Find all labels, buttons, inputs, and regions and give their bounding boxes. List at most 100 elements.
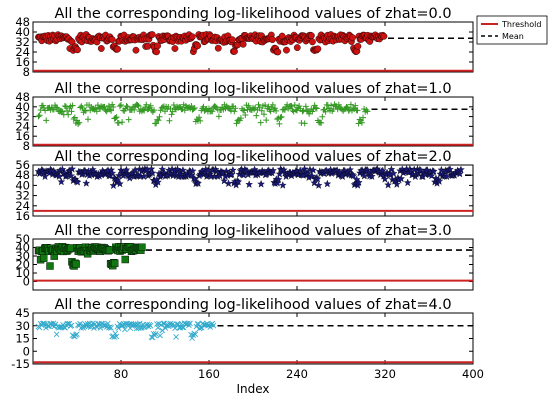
data-point (245, 180, 253, 188)
data-point (349, 34, 356, 42)
data-point (456, 169, 464, 178)
data-point (457, 165, 465, 174)
data-point (59, 108, 66, 115)
data-point (274, 175, 283, 184)
data-point (313, 105, 320, 112)
data-point (200, 103, 207, 110)
data-point (446, 165, 454, 173)
data-point (123, 103, 130, 110)
data-point (257, 119, 264, 126)
data-point (191, 104, 198, 111)
y-tick-label: 56 (15, 158, 30, 172)
data-point (267, 108, 274, 115)
y-tick-label: 30 (15, 249, 30, 263)
plot-frame (32, 164, 474, 217)
y-tick-label: 24 (15, 45, 30, 59)
data-point (53, 331, 60, 338)
data-point (269, 101, 276, 108)
y-tick-label: 20 (15, 258, 30, 272)
data-point (363, 106, 370, 113)
data-point (147, 323, 154, 329)
panel-1: All the corresponding log-likelihood val… (15, 81, 474, 153)
data-point (151, 107, 157, 114)
data-point (174, 321, 180, 327)
data-point (269, 166, 277, 175)
data-point (147, 102, 154, 109)
panel-title: All the corresponding log-likelihood val… (54, 297, 451, 313)
data-point (73, 178, 82, 186)
data-point (46, 262, 54, 270)
data-point (354, 107, 361, 114)
data-point (296, 103, 303, 110)
data-point (122, 165, 131, 174)
data-point (148, 169, 157, 177)
data-point (253, 112, 260, 119)
data-point (314, 181, 323, 189)
data-point (148, 31, 156, 38)
y-tick-label: 15 (15, 332, 30, 346)
y-tick-label: 40 (15, 241, 30, 255)
data-point (360, 114, 366, 121)
data-point (159, 327, 166, 334)
data-point (74, 46, 81, 54)
y-tick-label: 8 (23, 65, 30, 79)
data-point (197, 117, 204, 124)
data-point (139, 324, 145, 331)
data-point (132, 46, 140, 54)
data-point (232, 105, 239, 112)
data-point (323, 179, 332, 188)
data-point (68, 322, 75, 329)
data-point (67, 171, 75, 180)
legend-threshold-label: Threshold (501, 20, 541, 29)
data-point (318, 119, 325, 126)
y-tick-label: 32 (15, 189, 30, 203)
y-tick-label: 10 (15, 266, 30, 280)
data-point (279, 181, 287, 189)
data-point (54, 104, 61, 111)
data-point (384, 180, 392, 189)
data-point (429, 167, 438, 176)
y-tick-label: 40 (15, 178, 30, 192)
data-point (256, 104, 263, 111)
panel-4: All the corresponding log-likelihood val… (11, 297, 474, 371)
data-point (245, 102, 252, 109)
data-point (141, 107, 148, 114)
data-point (231, 108, 238, 115)
data-point (154, 42, 162, 50)
data-point (368, 172, 376, 180)
data-point (319, 113, 326, 120)
data-point (227, 170, 236, 178)
data-point (113, 333, 120, 340)
data-point (188, 166, 197, 175)
data-point (157, 332, 163, 339)
data-point (201, 322, 207, 328)
data-point (74, 331, 80, 337)
y-tick-label: 0 (23, 275, 30, 289)
data-point (68, 108, 75, 115)
data-point (242, 111, 249, 118)
data-point (294, 107, 300, 114)
data-point (229, 166, 237, 174)
data-point (358, 119, 365, 126)
y-tick-label: 40 (15, 100, 30, 114)
data-point (105, 320, 111, 327)
y-tick-label: -15 (11, 357, 30, 371)
x-tick-label: 80 (114, 367, 129, 381)
data-point (82, 107, 89, 114)
data-point (69, 102, 76, 109)
data-point (355, 178, 363, 187)
data-point (322, 108, 329, 115)
data-point (328, 102, 335, 109)
data-point (42, 321, 48, 328)
data-point (64, 320, 71, 327)
data-point (276, 120, 283, 127)
x-tick-label: 400 (462, 367, 484, 381)
data-point (97, 325, 104, 331)
data-point (313, 174, 322, 183)
data-point (265, 103, 272, 110)
data-point (108, 36, 116, 43)
panel-0: All the corresponding log-likelihood val… (15, 6, 474, 79)
x-axis-label: Index (236, 382, 269, 396)
data-point (76, 119, 83, 126)
data-point (268, 36, 276, 44)
